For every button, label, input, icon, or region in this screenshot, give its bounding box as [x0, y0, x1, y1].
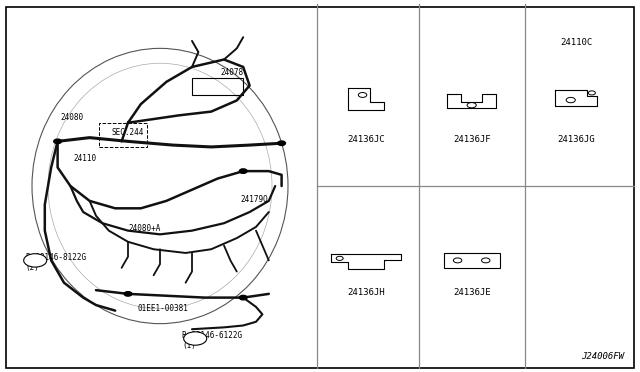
Circle shape: [184, 332, 207, 345]
Text: B 08146-6122G
(1): B 08146-6122G (1): [182, 331, 243, 350]
Circle shape: [278, 141, 285, 145]
Text: 24136JC: 24136JC: [348, 135, 385, 144]
Text: 24136JG: 24136JG: [557, 135, 595, 144]
Text: B 08146-8122G
(2): B 08146-8122G (2): [26, 253, 86, 272]
Text: J24006FW: J24006FW: [581, 352, 624, 361]
Text: 24179Q: 24179Q: [240, 195, 268, 203]
Circle shape: [124, 292, 132, 296]
Bar: [192, 78, 243, 95]
Bar: [444, 253, 500, 267]
Text: B: B: [193, 336, 198, 341]
Text: 24110: 24110: [74, 154, 97, 163]
Text: 24136JH: 24136JH: [348, 288, 385, 296]
Text: B: B: [33, 257, 38, 263]
Text: 24136JE: 24136JE: [453, 288, 490, 296]
Circle shape: [239, 169, 247, 173]
Text: 24110C: 24110C: [560, 38, 592, 47]
Text: 24080: 24080: [61, 113, 84, 122]
Text: 24136JF: 24136JF: [453, 135, 490, 144]
Circle shape: [54, 139, 61, 144]
Text: 24078: 24078: [221, 68, 244, 77]
Text: 24080+A: 24080+A: [128, 224, 161, 233]
Circle shape: [24, 254, 47, 267]
Text: SEC.244: SEC.244: [112, 128, 145, 137]
Circle shape: [239, 295, 247, 300]
Text: 01EE1-00381: 01EE1-00381: [138, 304, 188, 313]
Bar: [99, 123, 147, 147]
